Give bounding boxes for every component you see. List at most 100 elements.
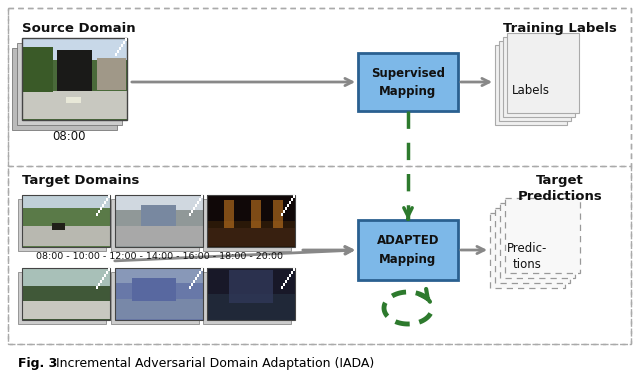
FancyBboxPatch shape bbox=[281, 213, 283, 216]
FancyBboxPatch shape bbox=[499, 41, 571, 121]
FancyBboxPatch shape bbox=[251, 200, 261, 231]
FancyBboxPatch shape bbox=[111, 199, 199, 251]
FancyBboxPatch shape bbox=[283, 283, 285, 286]
FancyBboxPatch shape bbox=[289, 274, 291, 277]
Text: Source Domain: Source Domain bbox=[22, 22, 136, 35]
FancyBboxPatch shape bbox=[132, 278, 176, 301]
FancyBboxPatch shape bbox=[108, 268, 110, 271]
FancyBboxPatch shape bbox=[100, 280, 102, 283]
FancyBboxPatch shape bbox=[104, 274, 106, 277]
FancyBboxPatch shape bbox=[207, 294, 295, 320]
FancyBboxPatch shape bbox=[22, 226, 110, 246]
FancyBboxPatch shape bbox=[285, 207, 287, 210]
FancyBboxPatch shape bbox=[358, 220, 458, 280]
FancyBboxPatch shape bbox=[207, 221, 295, 247]
FancyBboxPatch shape bbox=[115, 299, 203, 319]
FancyBboxPatch shape bbox=[201, 268, 203, 271]
FancyBboxPatch shape bbox=[66, 97, 81, 103]
FancyBboxPatch shape bbox=[505, 198, 580, 273]
FancyBboxPatch shape bbox=[22, 195, 110, 208]
FancyBboxPatch shape bbox=[197, 274, 199, 277]
Text: Supervised
Mapping: Supervised Mapping bbox=[371, 67, 445, 97]
FancyBboxPatch shape bbox=[96, 213, 98, 216]
Text: 08:00 - 10:00 - 12:00 - 14:00 - 16:00 - 18:00 - 20:00: 08:00 - 10:00 - 12:00 - 14:00 - 16:00 - … bbox=[36, 252, 284, 261]
FancyBboxPatch shape bbox=[115, 268, 203, 320]
FancyBboxPatch shape bbox=[106, 198, 108, 201]
FancyBboxPatch shape bbox=[117, 50, 119, 53]
FancyBboxPatch shape bbox=[22, 91, 127, 119]
FancyBboxPatch shape bbox=[285, 280, 287, 283]
FancyBboxPatch shape bbox=[115, 53, 117, 56]
FancyBboxPatch shape bbox=[97, 58, 126, 90]
FancyBboxPatch shape bbox=[507, 33, 579, 113]
FancyBboxPatch shape bbox=[490, 213, 565, 288]
FancyBboxPatch shape bbox=[57, 50, 92, 95]
FancyBboxPatch shape bbox=[191, 210, 193, 213]
FancyBboxPatch shape bbox=[191, 283, 193, 286]
Text: Target
Predictions: Target Predictions bbox=[518, 174, 602, 203]
Text: 08:00: 08:00 bbox=[52, 130, 86, 143]
FancyBboxPatch shape bbox=[18, 199, 106, 251]
FancyBboxPatch shape bbox=[495, 208, 570, 283]
FancyBboxPatch shape bbox=[207, 268, 295, 320]
FancyBboxPatch shape bbox=[495, 45, 567, 125]
FancyBboxPatch shape bbox=[273, 200, 283, 231]
FancyBboxPatch shape bbox=[503, 37, 575, 117]
FancyBboxPatch shape bbox=[98, 210, 100, 213]
FancyBboxPatch shape bbox=[125, 38, 127, 41]
Text: Training Labels: Training Labels bbox=[503, 22, 617, 35]
FancyBboxPatch shape bbox=[102, 277, 104, 280]
Text: Predic-
tions: Predic- tions bbox=[508, 242, 548, 271]
FancyBboxPatch shape bbox=[102, 204, 104, 207]
FancyBboxPatch shape bbox=[22, 38, 127, 120]
FancyBboxPatch shape bbox=[207, 195, 295, 247]
FancyBboxPatch shape bbox=[207, 228, 295, 246]
FancyBboxPatch shape bbox=[18, 272, 106, 324]
FancyBboxPatch shape bbox=[500, 203, 575, 278]
FancyBboxPatch shape bbox=[141, 205, 176, 226]
FancyBboxPatch shape bbox=[96, 286, 98, 289]
FancyBboxPatch shape bbox=[17, 43, 122, 125]
FancyBboxPatch shape bbox=[123, 41, 125, 44]
FancyBboxPatch shape bbox=[12, 48, 117, 130]
FancyBboxPatch shape bbox=[281, 286, 283, 289]
FancyBboxPatch shape bbox=[115, 268, 203, 283]
FancyBboxPatch shape bbox=[115, 195, 203, 210]
FancyBboxPatch shape bbox=[291, 271, 293, 274]
FancyBboxPatch shape bbox=[203, 199, 291, 251]
Text: Labels: Labels bbox=[512, 84, 550, 97]
FancyBboxPatch shape bbox=[22, 268, 110, 320]
FancyBboxPatch shape bbox=[108, 195, 110, 198]
Text: Target Domains: Target Domains bbox=[22, 174, 140, 187]
FancyBboxPatch shape bbox=[193, 280, 195, 283]
FancyBboxPatch shape bbox=[52, 223, 65, 230]
FancyBboxPatch shape bbox=[229, 270, 273, 303]
FancyBboxPatch shape bbox=[197, 201, 199, 204]
FancyBboxPatch shape bbox=[195, 204, 197, 207]
FancyBboxPatch shape bbox=[104, 201, 106, 204]
FancyBboxPatch shape bbox=[119, 47, 121, 50]
FancyBboxPatch shape bbox=[189, 286, 191, 289]
Text: Fig. 3: Fig. 3 bbox=[18, 357, 57, 370]
FancyBboxPatch shape bbox=[358, 53, 458, 111]
FancyBboxPatch shape bbox=[22, 47, 53, 92]
FancyBboxPatch shape bbox=[22, 301, 110, 319]
FancyBboxPatch shape bbox=[22, 38, 127, 60]
FancyBboxPatch shape bbox=[98, 283, 100, 286]
FancyBboxPatch shape bbox=[224, 200, 234, 231]
FancyBboxPatch shape bbox=[201, 195, 203, 198]
FancyBboxPatch shape bbox=[189, 213, 191, 216]
FancyBboxPatch shape bbox=[22, 195, 110, 247]
FancyBboxPatch shape bbox=[106, 271, 108, 274]
FancyBboxPatch shape bbox=[203, 272, 291, 324]
Text: Incremental Adversarial Domain Adaptation (IADA): Incremental Adversarial Domain Adaptatio… bbox=[52, 357, 374, 370]
FancyBboxPatch shape bbox=[283, 210, 285, 213]
FancyBboxPatch shape bbox=[199, 198, 201, 201]
FancyBboxPatch shape bbox=[115, 226, 203, 246]
FancyBboxPatch shape bbox=[287, 277, 289, 280]
Text: ADAPTED
Mapping: ADAPTED Mapping bbox=[377, 234, 439, 266]
FancyBboxPatch shape bbox=[22, 268, 110, 286]
FancyBboxPatch shape bbox=[293, 195, 295, 198]
FancyBboxPatch shape bbox=[111, 272, 199, 324]
FancyBboxPatch shape bbox=[291, 198, 293, 201]
